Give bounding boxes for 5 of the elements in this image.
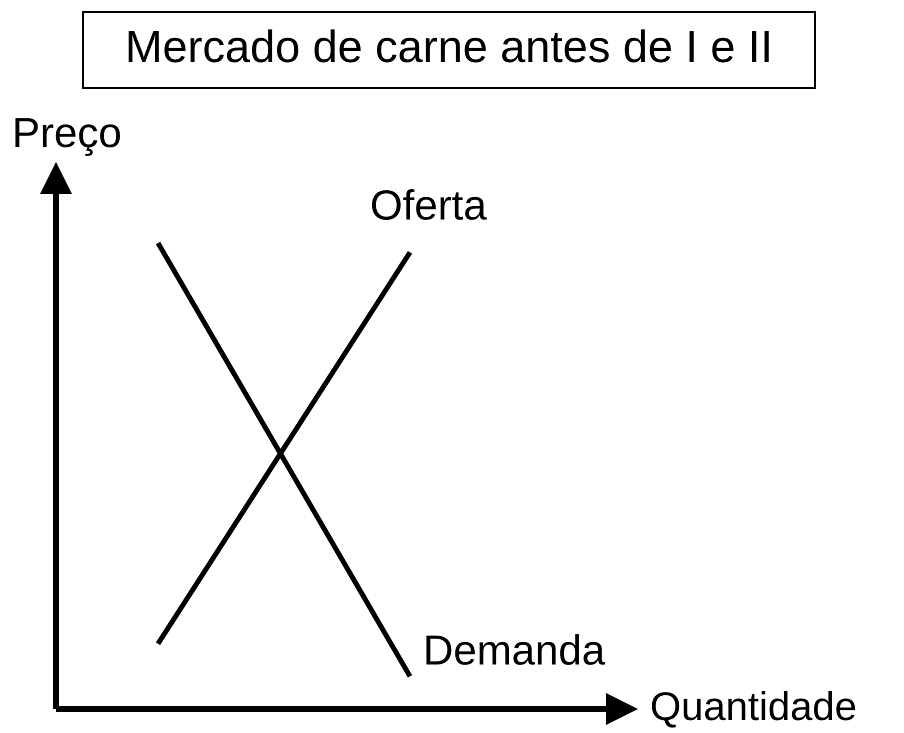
x-axis-title: Quantidade xyxy=(650,685,857,729)
chart-title: Mercado de carne antes de I e II xyxy=(125,21,773,72)
series-label: Oferta xyxy=(370,181,488,228)
series-label: Demanda xyxy=(423,626,606,674)
y-axis-title: Preço xyxy=(12,109,122,156)
